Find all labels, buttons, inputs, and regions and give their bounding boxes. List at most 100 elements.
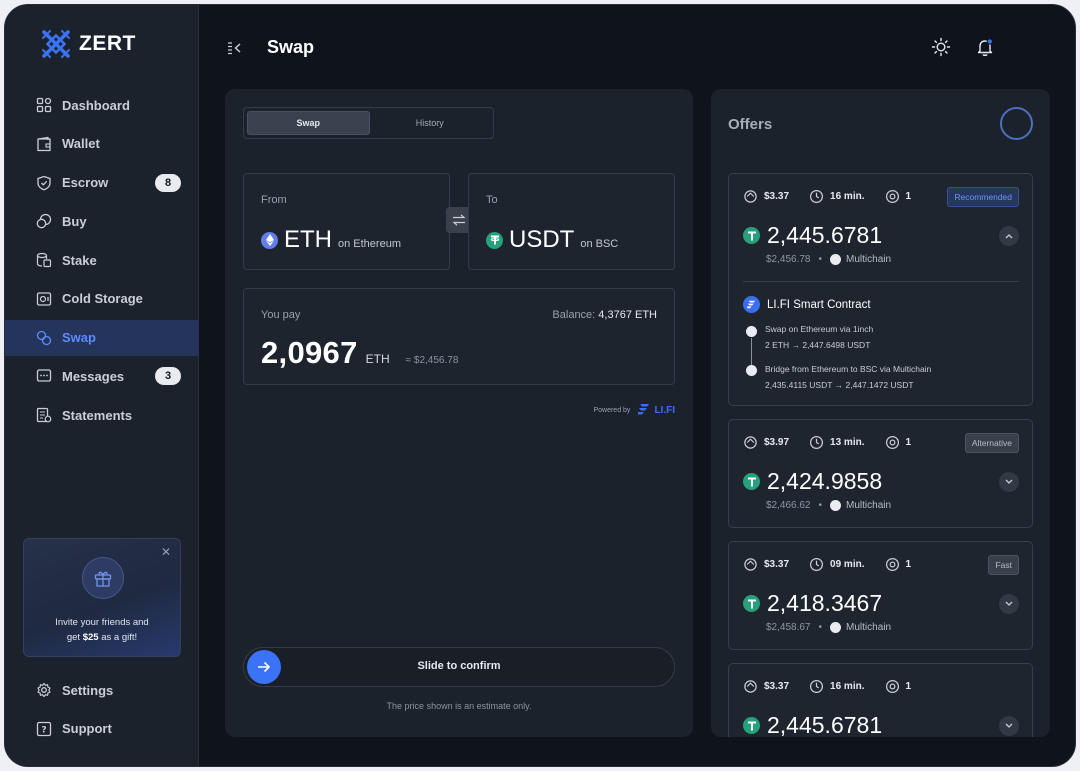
sidebar-item-label: Escrow <box>62 175 109 190</box>
sidebar-item-swap[interactable]: Swap <box>5 319 199 356</box>
sidebar-item-escrow[interactable]: Escrow 8 <box>5 165 199 201</box>
sidebar-item-dashboard[interactable]: Dashboard <box>5 87 199 123</box>
lifi-contract-icon <box>743 296 760 313</box>
collapse-sidebar-icon[interactable] <box>227 41 243 55</box>
offer-bridge: Multichain <box>846 254 892 265</box>
offer-time: 09 min. <box>830 559 865 570</box>
powered-by: Powered by LI.FI <box>593 403 675 417</box>
offer-meta: $3.37 16 min. 1 <box>743 189 931 204</box>
arrow-right-icon: → <box>834 380 844 390</box>
you-pay-box[interactable]: You pay Balance: 4,3767 ETH 2,0967 ETH ≈… <box>243 288 675 385</box>
sidebar-item-label: Cold Storage <box>62 291 143 307</box>
dashboard-icon <box>36 97 52 113</box>
support-icon: ? <box>36 721 52 737</box>
from-token: ETH on Ethereum <box>261 226 401 254</box>
offer-card-fast[interactable]: $3.37 09 min. 1 Fast 2,418.3467 $2,458.6… <box>728 541 1033 650</box>
pay-amount-value[interactable]: 2,0967 <box>261 335 358 370</box>
slide-to-confirm[interactable]: Slide to confirm <box>243 647 675 687</box>
separator-dot: • <box>818 622 823 633</box>
swap-arrows-icon <box>452 214 466 226</box>
sidebar-item-label: Support <box>62 721 112 737</box>
sidebar-item-stake[interactable]: Stake <box>5 242 199 278</box>
offer-amount: 2,445.6781 <box>767 222 883 248</box>
expand-offer-button[interactable] <box>999 472 1019 492</box>
estimate-note: The price shown is an estimate only. <box>386 701 532 711</box>
offer-amount-row: 2,445.6781 <box>743 712 882 737</box>
arrow-right-icon: → <box>791 340 800 350</box>
offers-title: Offers <box>728 116 773 133</box>
sidebar-item-label: Statements <box>62 407 133 423</box>
hops-icon <box>885 557 899 572</box>
sidebar-item-settings[interactable]: Settings <box>5 672 199 708</box>
sidebar-item-buy[interactable]: Buy <box>5 203 199 239</box>
page-title: Swap <box>267 37 315 57</box>
offer-amount-row: 2,445.6781 <box>743 222 882 249</box>
sidebar-item-messages[interactable]: Messages 3 <box>5 358 199 394</box>
expand-offer-button[interactable] <box>999 716 1019 736</box>
logo[interactable]: ZERT <box>41 29 136 59</box>
to-token-selector[interactable]: To USDT on BSC <box>468 173 675 270</box>
offer-meta: $3.37 16 min. 1 <box>743 679 931 694</box>
offer-meta: $3.97 13 min. 1 <box>743 435 931 450</box>
sidebar-item-label: Swap <box>62 330 96 345</box>
offer-card-alternative[interactable]: $3.97 13 min. 1 Alternative 2,424.9858 $… <box>728 419 1033 528</box>
offer-fiat: $2,466.62 <box>766 500 811 511</box>
balance-value: 4,3767 ETH <box>598 309 657 321</box>
alternative-badge: Alternative <box>964 433 1019 453</box>
offer-fiat: $2,458.67 <box>766 622 811 633</box>
offers-panel: Offers $3.37 16 min. 1 Recommended 2,445… <box>711 89 1050 737</box>
offer-amount: 2,445.6781 <box>767 712 883 737</box>
tab-swap[interactable]: Swap <box>247 111 370 135</box>
swap-tabs: Swap History <box>243 107 494 139</box>
pay-amount: 2,0967 ETH ≈ $2,456.78 <box>261 335 458 371</box>
arrow-right-icon <box>258 661 271 673</box>
offer-fee: $3.97 <box>764 437 790 448</box>
offer-card[interactable]: $3.37 16 min. 1 2,445.6781 <box>728 663 1033 737</box>
swap-direction-button[interactable] <box>446 207 472 233</box>
offer-divider <box>743 281 1019 282</box>
slider-knob[interactable] <box>247 650 281 684</box>
offer-fee: $3.37 <box>764 559 790 570</box>
sun-icon[interactable] <box>931 37 951 57</box>
from-token-selector[interactable]: From ETH on Ethereum <box>243 173 450 270</box>
tab-history[interactable]: History <box>415 118 444 128</box>
sidebar-item-label: Messages <box>62 368 125 384</box>
lifi-name: LI.FI <box>654 404 675 416</box>
sidebar-item-label: Settings <box>62 682 114 698</box>
route-step-1-to: 2,447.6498 USDT <box>802 340 871 350</box>
promo-text: Invite your friends and get $25 as a gif… <box>32 615 172 645</box>
cold-storage-icon <box>36 291 52 307</box>
close-icon[interactable]: ✕ <box>160 545 171 559</box>
promo-line-2-prefix: get <box>66 632 83 643</box>
offer-amount: 2,424.9858 <box>767 468 883 494</box>
multichain-icon <box>830 254 842 265</box>
sidebar-item-wallet[interactable]: Wallet <box>5 126 199 162</box>
promo-line-1: Invite your friends and <box>55 617 149 628</box>
chevron-down-icon <box>1005 601 1013 606</box>
offer-amount-row: 2,418.3467 <box>743 590 882 617</box>
slider-label: Slide to confirm <box>417 660 501 672</box>
route-step-connector <box>751 338 752 368</box>
sidebar-item-cold-storage[interactable]: Cold Storage <box>5 281 199 317</box>
offer-time: 13 min. <box>830 437 865 448</box>
offer-sub-row: $2,466.62 • Multichain <box>766 500 891 511</box>
offer-fee: $3.37 <box>764 681 790 692</box>
refresh-timer[interactable] <box>1000 107 1033 140</box>
sidebar-item-statements[interactable]: Statements <box>5 397 199 433</box>
to-label: To <box>486 194 498 206</box>
offer-card-recommended[interactable]: $3.37 16 min. 1 Recommended 2,445.6781 $… <box>728 173 1033 406</box>
usdt-icon <box>486 231 503 249</box>
route-title-text: LI.FI Smart Contract <box>767 298 871 311</box>
offer-amount: 2,418.3467 <box>767 590 883 616</box>
app-name: ZERT <box>79 32 136 55</box>
hops-icon <box>885 435 899 450</box>
sidebar-item-support[interactable]: ? Support <box>5 711 199 747</box>
to-token-network: on BSC <box>580 238 619 250</box>
bell-icon[interactable] <box>975 37 995 57</box>
pay-amount-fiat: ≈ $2,456.78 <box>405 355 459 366</box>
offer-bridge: Multichain <box>846 500 892 511</box>
usdt-icon <box>743 717 760 734</box>
fast-badge: Fast <box>988 555 1019 575</box>
expand-offer-button[interactable] <box>999 594 1019 614</box>
collapse-offer-button[interactable] <box>999 226 1019 246</box>
